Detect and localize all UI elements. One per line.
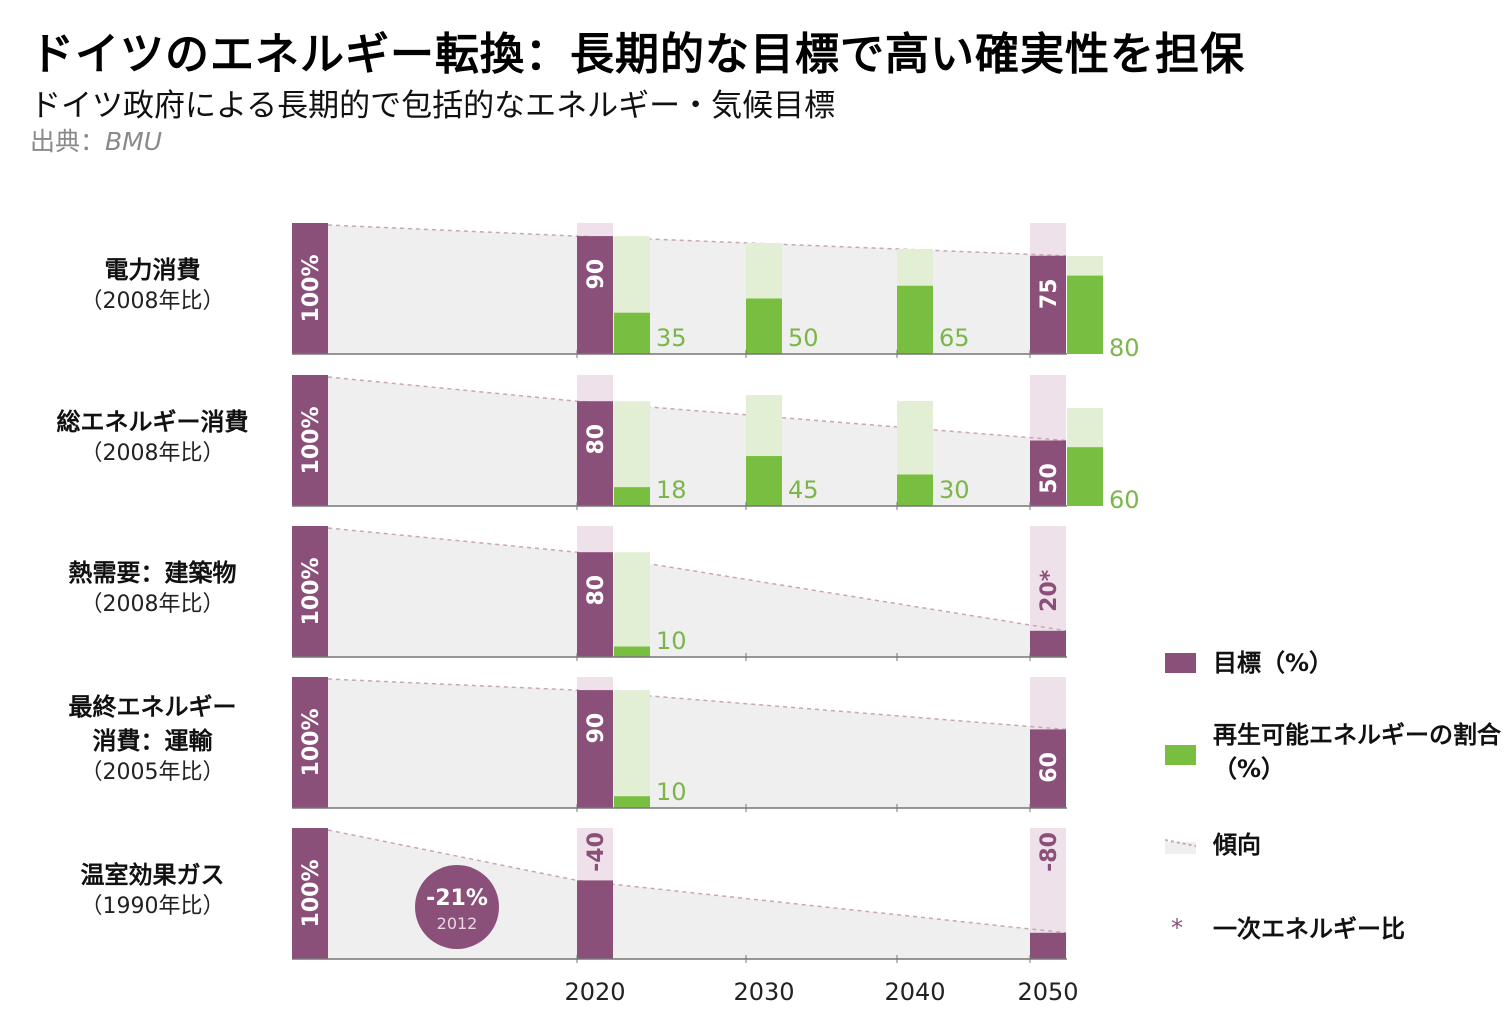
row-1-baseline-label: 100% (299, 255, 324, 323)
row-1-renewable-label-2030: 50 (788, 324, 819, 352)
row-3-renewable-track-2020 (614, 552, 650, 657)
row-2-target-label-2020: 80 (584, 424, 609, 455)
row-5-callout-value: -21% (426, 886, 488, 911)
row-5-callout-circle (415, 865, 499, 949)
row-1-label: 電力消費 （2008年比） (30, 253, 275, 317)
row-5-base: （1990年比） (80, 893, 225, 919)
row-5-target-label-2050: -80 (1037, 832, 1062, 872)
source-name: BMU (105, 127, 163, 156)
row-2-baseline-bar (292, 375, 328, 506)
row-1-base: （2008年比） (80, 288, 225, 314)
row-3-label: 熱需要：建築物 （2008年比） (30, 556, 275, 620)
row-3-trend-area (328, 528, 1066, 657)
row-4-name-line-2: 消費：運輸 (92, 726, 213, 755)
row-1-target-label-2020: 90 (584, 259, 609, 290)
row-3-renewable-label-2020: 10 (656, 627, 687, 655)
row-3-renewable-bar-2020 (614, 646, 650, 657)
row-5-target-label-2020: -40 (584, 832, 609, 872)
row-1-renewable-bar-2030 (746, 298, 782, 354)
row-5-name: 温室効果ガス (80, 860, 225, 889)
row-1-renewable-label-2050: 80 (1109, 334, 1140, 362)
row-1-renewable-label-2020: 35 (656, 324, 687, 352)
row-2-target-bar-2050 (1030, 440, 1066, 506)
row-4-baseline-label: 100% (299, 709, 324, 777)
legend-symbol-primary: * (1171, 914, 1183, 942)
x-tick-label-2030: 2030 (733, 978, 794, 1006)
row-5-baseline-bar (292, 828, 328, 959)
row-2-renewable-label-2020: 18 (656, 476, 687, 504)
row-2-renewable-label-2030: 45 (788, 476, 819, 504)
row-4-trend-area (328, 679, 1066, 808)
legend-swatch-trend (1165, 839, 1196, 854)
row-4-renewable-track-2020 (614, 690, 650, 808)
source-label: 出典： (30, 127, 106, 156)
row-2-renewable-bar-2020 (614, 487, 650, 506)
row-1-target-label-2050: 75 (1037, 278, 1062, 309)
row-5-target-bar-2020 (577, 880, 613, 959)
row-3-name: 熱需要：建築物 (68, 558, 237, 587)
row-2-renewable-bar-2050 (1067, 447, 1103, 506)
row-4-baseline-bar (292, 677, 328, 808)
chart-title: ドイツのエネルギー転換：長期的な目標で高い確実性を担保 (30, 29, 1245, 80)
row-1-renewable-bar-2050 (1067, 275, 1103, 354)
legend-label-primary: 一次エネルギー比 (1213, 915, 1405, 943)
row-4-target-label-2020: 90 (584, 713, 609, 744)
legend-label-trend: 傾向 (1213, 831, 1261, 859)
row-2-renewable-label-2040: 30 (939, 476, 970, 504)
row-5-target-bar-2050 (1030, 932, 1066, 959)
row-1-renewable-bar-2040 (897, 285, 933, 354)
legend-label-renewable: 再生可能エネルギーの割合（%） (1213, 721, 1501, 783)
row-3-target-bar-2050 (1030, 630, 1066, 657)
row-1-target-bar-2050 (1030, 255, 1066, 354)
row-1-baseline-bar (292, 223, 328, 354)
row-5-trend-area (328, 830, 1066, 959)
row-4-renewable-label-2020: 10 (656, 778, 687, 806)
row-3-target-label-2020: 80 (584, 575, 609, 606)
row-2-name: 総エネルギー消費 (56, 407, 249, 436)
row-2-renewable-bar-2030 (746, 456, 782, 506)
row-1-name: 電力消費 (104, 255, 201, 284)
x-tick-label-2020: 2020 (564, 978, 625, 1006)
row-2-renewable-bar-2040 (897, 474, 933, 506)
chart-subtitle: ドイツ政府による長期的で包括的なエネルギー・気候目標 (30, 88, 836, 124)
row-1-trend-area (328, 225, 1066, 354)
row-1-target-bar-2020 (577, 236, 613, 354)
x-tick-label-2050: 2050 (1017, 978, 1078, 1006)
legend-swatch-target (1165, 653, 1196, 673)
row-2-label: 総エネルギー消費 （2008年比） (30, 405, 275, 469)
row-2-renewable-label-2050: 60 (1109, 486, 1140, 514)
row-5-callout-year: 2012 (437, 914, 478, 933)
row-4-target-bar-2020 (577, 690, 613, 808)
row-3-target-label-2050: 20* (1037, 569, 1062, 612)
row-4-label: 最終エネルギー 消費：運輸 （2005年比） (30, 690, 275, 788)
row-2-base: （2008年比） (80, 440, 225, 466)
row-4-name-line-1: 最終エネルギー (68, 692, 237, 721)
row-3-baseline-bar (292, 526, 328, 657)
row-3-target-bar-2020 (577, 552, 613, 657)
row-3-base: （2008年比） (80, 591, 225, 617)
legend-swatch-renewable (1165, 745, 1196, 765)
x-tick-label-2040: 2040 (884, 978, 945, 1006)
legend-label-target: 目標（%） (1213, 649, 1334, 677)
row-4-target-bar-2050 (1030, 729, 1066, 808)
row-2-trend-area (328, 377, 1066, 506)
row-1-renewable-bar-2020 (614, 312, 650, 354)
chart-source: 出典：BMU (30, 122, 162, 158)
row-2-target-bar-2020 (577, 401, 613, 506)
row-5-label: 温室効果ガス （1990年比） (30, 858, 275, 922)
row-5-baseline-label: 100% (299, 860, 324, 928)
row-2-target-label-2050: 50 (1037, 463, 1062, 494)
row-2-baseline-label: 100% (299, 407, 324, 475)
row-1-renewable-label-2040: 65 (939, 324, 970, 352)
row-4-renewable-bar-2020 (614, 796, 650, 808)
row-4-target-label-2050: 60 (1037, 752, 1062, 783)
row-4-base: （2005年比） (80, 759, 225, 785)
row-3-baseline-label: 100% (299, 558, 324, 626)
